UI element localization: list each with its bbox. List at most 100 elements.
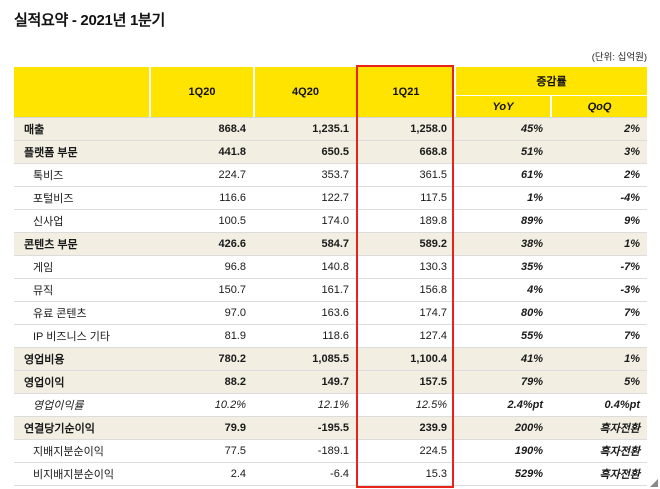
- value: 81.9: [224, 330, 246, 342]
- value: 118.6: [322, 330, 349, 342]
- change-value: 2.4%pt: [507, 399, 543, 411]
- row-label: 뮤직: [33, 285, 54, 297]
- results-table: 1Q20 4Q20 1Q21 증감률 YoY QoQ 매출 868.4 1,235.…: [14, 65, 647, 488]
- value: 868.4: [218, 123, 246, 135]
- change-value: 35%: [520, 261, 543, 273]
- value: 589.2: [419, 238, 447, 250]
- change-value: 45%: [520, 123, 543, 135]
- header-col-1q21: 1Q21: [356, 67, 454, 117]
- value: 1,235.1: [312, 123, 349, 135]
- value: 353.7: [321, 169, 349, 181]
- table-row: IP 비즈니스 기타 81.9 118.6 127.4 55% 7%: [14, 325, 647, 348]
- table-row: 비지배지분순이익 2.4 -6.4 15.3 529% 흑자전환: [14, 463, 647, 486]
- row-label: 콘텐츠 부문: [24, 239, 78, 251]
- change-value: 89%: [520, 215, 543, 227]
- value: 130.3: [419, 261, 447, 273]
- table-row: 포털비즈 116.6 122.7 117.5 1% -4%: [14, 187, 647, 210]
- change-value: 흑자전환: [599, 446, 640, 458]
- change-value: 1%: [624, 353, 640, 365]
- change-value: 7%: [624, 330, 640, 342]
- change-value: 흑자전환: [599, 423, 640, 435]
- value: 79.9: [224, 422, 246, 434]
- change-value: 61%: [520, 169, 543, 181]
- row-label: 신사업: [33, 216, 64, 228]
- header-change-rate: 증감률: [454, 67, 647, 95]
- value: 149.7: [321, 376, 349, 388]
- header-qoq: QoQ: [550, 95, 647, 117]
- value: 163.6: [321, 307, 349, 319]
- value: -195.5: [317, 422, 349, 434]
- value: 1,085.5: [312, 353, 349, 365]
- row-label: 게임: [33, 262, 54, 274]
- value: 584.7: [321, 238, 349, 250]
- row-label: 플랫폼 부문: [24, 147, 78, 159]
- table-row: 영업이익률 10.2% 12.1% 12.5% 2.4%pt 0.4%pt: [14, 394, 647, 417]
- row-label: 비지배지분순이익: [33, 469, 114, 481]
- row-label: 톡비즈: [33, 170, 64, 182]
- row-label: 유료 콘텐츠: [33, 308, 87, 320]
- change-value: 흑자전환: [599, 469, 640, 481]
- change-value: 190%: [514, 445, 543, 457]
- change-value: 0.4%pt: [604, 399, 640, 411]
- value: 2.4: [230, 468, 246, 480]
- change-value: 1%: [527, 192, 543, 204]
- page-title: 실적요약 - 2021년 1분기: [14, 12, 166, 29]
- table-row: 매출 868.4 1,235.1 1,258.0 45% 2%: [14, 118, 647, 141]
- table-row: 신사업 100.5 174.0 189.8 89% 9%: [14, 210, 647, 233]
- value: 668.8: [419, 146, 447, 158]
- change-value: 9%: [624, 215, 640, 227]
- change-value: 2%: [624, 123, 640, 135]
- value: 96.8: [224, 261, 246, 273]
- value: 77.5: [224, 445, 246, 457]
- value: 140.8: [321, 261, 349, 273]
- table-row: 지배지분순이익 77.5 -189.1 224.5 190% 흑자전환: [14, 440, 647, 463]
- table-row: 영업이익 88.2 149.7 157.5 79% 5%: [14, 371, 647, 394]
- value: 127.4: [419, 330, 447, 342]
- unit-note: (단위: 십억원): [591, 52, 647, 63]
- value: 150.7: [218, 284, 246, 296]
- value: 189.8: [419, 215, 447, 227]
- value: 156.8: [419, 284, 447, 296]
- table-row: 영업비용 780.2 1,085.5 1,100.4 41% 1%: [14, 348, 647, 371]
- value: 12.1%: [317, 399, 349, 411]
- value: 224.7: [218, 169, 246, 181]
- value: 1,258.0: [410, 123, 447, 135]
- row-label: 포털비즈: [33, 193, 74, 205]
- change-value: 80%: [520, 307, 543, 319]
- change-value: 79%: [520, 376, 543, 388]
- header-col-4q20: 4Q20: [253, 67, 356, 117]
- change-value: -3%: [620, 284, 640, 296]
- value: -6.4: [330, 468, 349, 480]
- change-value: 41%: [520, 353, 543, 365]
- table-row: 뮤직 150.7 161.7 156.8 4% -3%: [14, 279, 647, 302]
- change-value: 3%: [624, 146, 640, 158]
- value: 157.5: [419, 376, 447, 388]
- value: 361.5: [419, 169, 447, 181]
- row-label: 영업이익: [24, 377, 65, 389]
- change-value: 55%: [520, 330, 543, 342]
- table-body: 매출 868.4 1,235.1 1,258.0 45% 2% 플랫폼 부문 441.8 650…: [14, 118, 647, 486]
- value: 426.6: [218, 238, 246, 250]
- row-label: 지배지분순이익: [33, 446, 104, 458]
- table-row: 톡비즈 224.7 353.7 361.5 61% 2%: [14, 164, 647, 187]
- change-value: 51%: [520, 146, 543, 158]
- value: 100.5: [218, 215, 246, 227]
- value: 122.7: [321, 192, 349, 204]
- value: 174.7: [419, 307, 447, 319]
- value: 650.5: [321, 146, 349, 158]
- change-value: 529%: [514, 468, 543, 480]
- value: 780.2: [218, 353, 246, 365]
- value: 15.3: [425, 468, 447, 480]
- row-label: 연결당기순이익: [24, 423, 95, 435]
- change-value: -7%: [620, 261, 640, 273]
- value: 441.8: [218, 146, 246, 158]
- change-value: 2%: [624, 169, 640, 181]
- corner-mark: [650, 479, 658, 487]
- table-header: 1Q20 4Q20 1Q21 증감률 YoY QoQ: [14, 67, 647, 118]
- row-label: 영업이익률: [33, 400, 84, 412]
- header-yoy: YoY: [454, 95, 550, 117]
- table-row: 콘텐츠 부문 426.6 584.7 589.2 38% 1%: [14, 233, 647, 256]
- row-label: 매출: [24, 124, 45, 136]
- value: 12.5%: [415, 399, 447, 411]
